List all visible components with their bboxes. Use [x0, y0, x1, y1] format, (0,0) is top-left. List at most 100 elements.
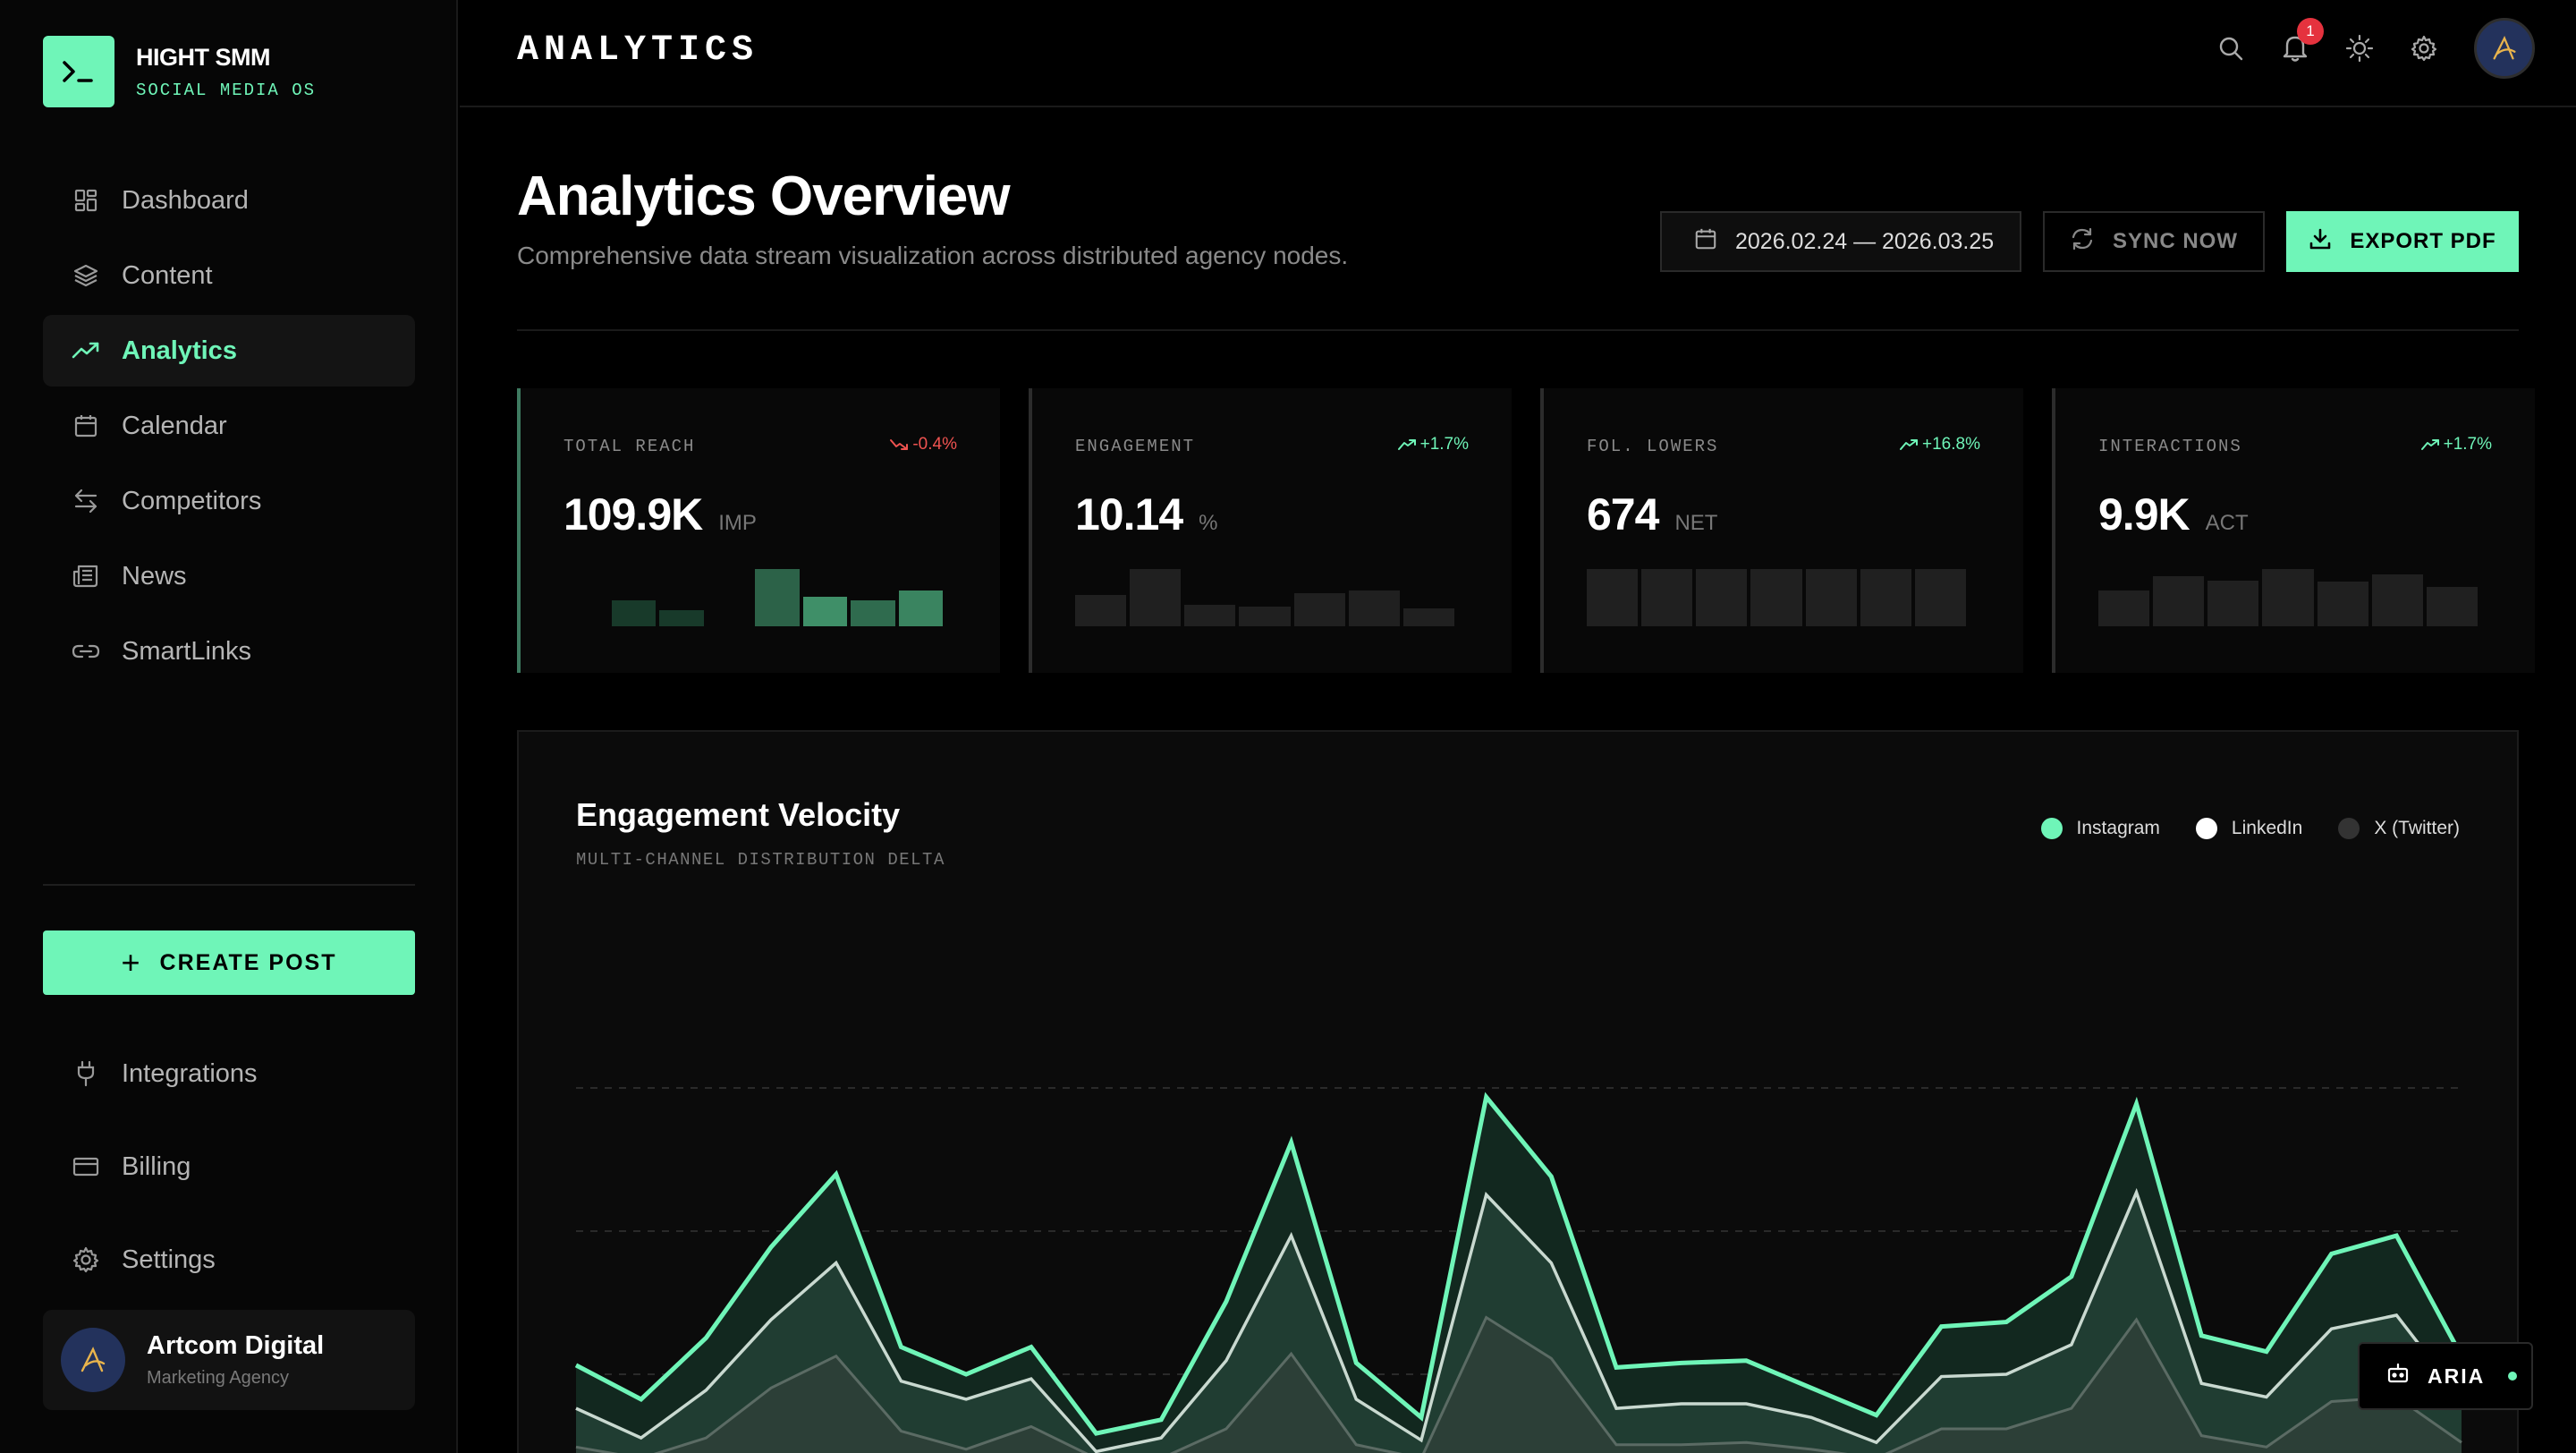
spark-bar — [2098, 591, 2150, 626]
spark-bar — [1587, 569, 1639, 626]
plug-icon — [72, 1059, 100, 1088]
page-header-title: ANALYTICS — [517, 30, 759, 71]
export-pdf-button[interactable]: EXPORT PDF — [2286, 211, 2519, 272]
page-title: Analytics Overview — [517, 166, 1011, 227]
sidebar-item-analytics[interactable]: Analytics — [43, 315, 415, 387]
spark-bar — [755, 569, 800, 626]
kpi-sparkbars — [564, 567, 943, 626]
sidebar-item-label: Content — [122, 260, 213, 290]
credit-card-icon — [72, 1152, 100, 1181]
plus-icon: + — [121, 944, 142, 981]
spark-bar — [1641, 569, 1693, 626]
spark-bar — [2153, 575, 2205, 626]
kpi-delta-value: +1.7% — [1419, 435, 1469, 454]
series-line-instagram — [574, 1092, 2464, 1436]
sync-now-button[interactable]: SYNC NOW — [2043, 211, 2265, 272]
kpi-card-followers: FOL. LOWERS +16.8% 674 NET — [1540, 388, 2023, 673]
sidebar-item-calendar[interactable]: Calendar — [43, 390, 415, 462]
terminal-logo-icon — [43, 36, 114, 107]
date-range-picker[interactable]: 2026.02.24 — 2026.03.25 — [1660, 211, 2021, 272]
spark-bar — [1348, 591, 1400, 626]
legend-swatch — [2040, 818, 2063, 839]
gear-icon[interactable] — [2406, 30, 2442, 66]
create-post-button[interactable]: + CREATE POST — [43, 930, 415, 995]
account-name: Artcom Digital — [147, 1331, 325, 1360]
legend-item-x-twitter[interactable]: X (Twitter) — [2338, 818, 2460, 839]
spark-bar — [851, 600, 895, 626]
kpi-delta: -0.4% — [889, 435, 957, 455]
brand-subtitle: SOCIAL MEDIA OS — [136, 80, 317, 100]
legend-label: Instagram — [2076, 818, 2160, 838]
spark-bar — [1860, 569, 1911, 626]
kpi-sparkbars — [1587, 567, 1966, 626]
spark-bar — [1750, 569, 1802, 626]
kpi-label: INTERACTIONS — [2098, 437, 2242, 456]
sidebar-item-competitors[interactable]: Competitors — [43, 465, 415, 537]
spark-bar — [898, 591, 943, 626]
kpi-unit: NET — [1674, 511, 1718, 535]
aria-label: ARIA — [2428, 1364, 2486, 1388]
secondary-nav: Integrations Billing Settings — [43, 1031, 415, 1310]
status-dot — [2508, 1372, 2518, 1381]
spark-bar — [1402, 608, 1454, 626]
kpi-label: FOL. LOWERS — [1587, 437, 1719, 456]
spark-bar — [1239, 606, 1291, 626]
sidebar-item-content[interactable]: Content — [43, 240, 415, 311]
kpi-value: 674 — [1587, 489, 1659, 540]
legend-item-linkedin[interactable]: LinkedIn — [2195, 818, 2303, 839]
sidebar-item-billing[interactable]: Billing — [43, 1124, 415, 1210]
brand-name: HIGHT SMM — [136, 43, 271, 71]
account-switcher[interactable]: Artcom Digital Marketing Agency — [43, 1310, 415, 1410]
kpi-sparkbars — [2098, 567, 2478, 626]
calendar-icon — [1694, 227, 1717, 257]
layers-icon — [72, 261, 100, 290]
series-line-x-twitter- — [575, 1315, 2462, 1453]
aria-assistant-button[interactable]: ARIA — [2358, 1342, 2533, 1410]
sidebar-item-label: Billing — [122, 1151, 191, 1181]
sidebar-item-news[interactable]: News — [43, 540, 415, 612]
sun-icon[interactable] — [2342, 30, 2377, 66]
chart-legend: Instagram LinkedIn X (Twitter) — [2005, 818, 2460, 839]
refresh-icon — [2070, 226, 2095, 258]
sidebar-item-label: Analytics — [122, 336, 237, 365]
legend-swatch — [2338, 818, 2360, 839]
spark-bar — [1130, 569, 1182, 626]
kpi-delta-value: +1.7% — [2443, 435, 2492, 454]
sidebar-item-label: Calendar — [122, 411, 227, 440]
grid-icon — [72, 186, 100, 215]
spark-bar — [659, 610, 704, 626]
header-divider — [517, 329, 2519, 331]
kpi-value: 109.9K — [564, 489, 703, 540]
kpi-label: TOTAL REACH — [564, 437, 696, 456]
arrows-swap-icon — [72, 487, 100, 515]
sidebar: HIGHT SMM SOCIAL MEDIA OS Dashboard Cont… — [0, 0, 458, 1453]
kpi-unit: IMP — [718, 511, 757, 535]
bell-icon[interactable]: 1 — [2277, 18, 2324, 66]
legend-item-instagram[interactable]: Instagram — [2040, 818, 2160, 839]
brand[interactable]: HIGHT SMM SOCIAL MEDIA OS — [43, 36, 316, 107]
kpi-card-interactions: INTERACTIONS +1.7% 9.9K ACT — [2052, 388, 2535, 673]
kpi-delta-value: +16.8% — [1922, 435, 1980, 454]
spark-bar — [2207, 580, 2259, 626]
trending-up-icon — [2420, 439, 2439, 450]
date-range-label: 2026.02.24 — 2026.03.25 — [1735, 228, 1995, 254]
sidebar-item-settings[interactable]: Settings — [43, 1217, 415, 1303]
sidebar-item-smartlinks[interactable]: SmartLinks — [43, 616, 415, 687]
chart-subtitle: MULTI-CHANNEL DISTRIBUTION DELTA — [576, 850, 945, 870]
newspaper-icon — [72, 562, 100, 591]
main-nav: Dashboard Content Analytics Calendar Com… — [43, 165, 415, 691]
kpi-value: 9.9K — [2098, 489, 2190, 540]
account-role: Marketing Agency — [147, 1368, 289, 1388]
sidebar-item-dashboard[interactable]: Dashboard — [43, 165, 415, 236]
sidebar-item-integrations[interactable]: Integrations — [43, 1031, 415, 1117]
spark-bar — [2317, 582, 2368, 626]
chart-title: Engagement Velocity — [576, 796, 901, 833]
robot-icon — [2386, 1362, 2410, 1390]
kpi-unit: ACT — [2205, 511, 2249, 535]
spark-bar — [2371, 574, 2423, 626]
calendar-icon — [72, 412, 100, 440]
user-avatar[interactable] — [2474, 18, 2535, 79]
kpi-delta-value: -0.4% — [912, 435, 957, 454]
legend-label: LinkedIn — [2231, 818, 2303, 838]
search-icon[interactable] — [2213, 30, 2249, 66]
